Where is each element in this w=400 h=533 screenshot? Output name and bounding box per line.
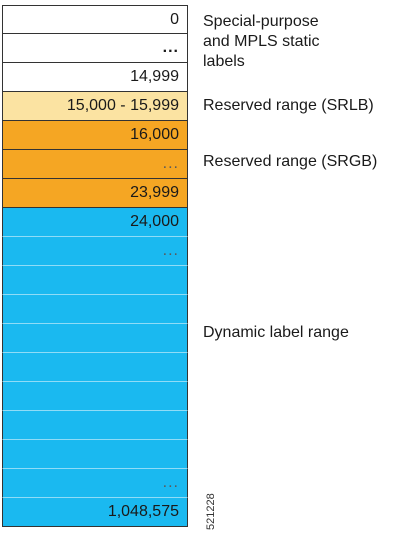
range-row: 15,000 - 15,999 [2, 92, 188, 121]
range-row: ... [2, 469, 188, 498]
range-row: 24,000 [2, 208, 188, 237]
dynamic-range-label: Dynamic label range [203, 324, 349, 341]
range-row [2, 295, 188, 324]
range-row [2, 411, 188, 440]
figure-id: 521228 [205, 493, 217, 530]
range-row [2, 440, 188, 469]
range-row: 0 [2, 5, 188, 34]
range-row: ... [2, 34, 188, 63]
range-row: 16,000 [2, 121, 188, 150]
range-row [2, 266, 188, 295]
range-row: 1,048,575 [2, 498, 188, 527]
range-row: 23,999 [2, 179, 188, 208]
srgb-label: Reserved range (SRGB) [203, 153, 378, 170]
srlb-label: Reserved range (SRLB) [203, 97, 374, 114]
range-row [2, 353, 188, 382]
range-row: 14,999 [2, 63, 188, 92]
range-row [2, 382, 188, 411]
special-purpose-label: Special-purpose and MPLS static labels [203, 13, 320, 70]
range-row: ... [2, 150, 188, 179]
range-row: ... [2, 237, 188, 266]
range-row [2, 324, 188, 353]
label-range-stack: 0... 14,999 15,000 - 15,999 16,000... 23,999… [2, 5, 188, 527]
